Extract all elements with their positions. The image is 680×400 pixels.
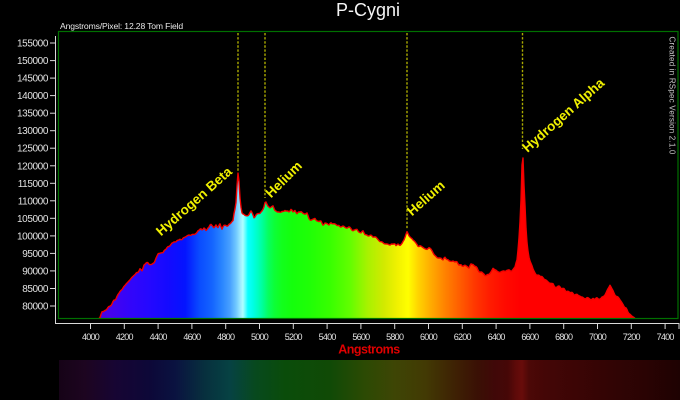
svg-text:4200: 4200 <box>116 332 134 342</box>
svg-text:7400: 7400 <box>657 332 675 342</box>
svg-text:120000: 120000 <box>17 161 49 172</box>
svg-text:5000: 5000 <box>251 332 269 342</box>
svg-text:80000: 80000 <box>22 302 49 313</box>
svg-text:5600: 5600 <box>352 332 370 342</box>
svg-text:125000: 125000 <box>17 144 49 155</box>
svg-text:6800: 6800 <box>555 332 573 342</box>
svg-text:6200: 6200 <box>454 332 472 342</box>
svg-text:95000: 95000 <box>22 249 49 260</box>
svg-text:4000: 4000 <box>82 332 100 342</box>
svg-text:4800: 4800 <box>217 332 235 342</box>
svg-text:90000: 90000 <box>22 266 49 277</box>
svg-text:6600: 6600 <box>521 332 539 342</box>
svg-text:5800: 5800 <box>386 332 404 342</box>
svg-text:140000: 140000 <box>17 91 49 102</box>
svg-text:P-Cygni: P-Cygni <box>336 0 400 20</box>
svg-text:115000: 115000 <box>18 179 49 190</box>
svg-text:85000: 85000 <box>22 284 49 295</box>
svg-text:4400: 4400 <box>150 332 168 342</box>
svg-text:5200: 5200 <box>285 332 303 342</box>
svg-text:Angstroms: Angstroms <box>338 343 400 357</box>
svg-text:5400: 5400 <box>319 332 337 342</box>
svg-text:130000: 130000 <box>17 126 49 137</box>
svg-text:6000: 6000 <box>420 332 438 342</box>
svg-text:155000: 155000 <box>17 39 49 50</box>
svg-text:7000: 7000 <box>589 332 607 342</box>
svg-text:Angstroms/Pixel: 12.28 Tom Fie: Angstroms/Pixel: 12.28 Tom Field <box>60 21 183 31</box>
svg-text:4600: 4600 <box>183 332 201 342</box>
svg-text:110000: 110000 <box>18 196 49 207</box>
svg-text:150000: 150000 <box>17 56 49 67</box>
svg-text:100000: 100000 <box>17 231 49 242</box>
svg-text:145000: 145000 <box>17 74 49 85</box>
svg-text:6400: 6400 <box>488 332 506 342</box>
svg-text:7200: 7200 <box>623 332 641 342</box>
svg-text:105000: 105000 <box>17 214 49 225</box>
svg-text:135000: 135000 <box>17 109 49 120</box>
svg-text:Created in RSpec Version 2.1.0: Created in RSpec Version 2.1.0 <box>668 37 677 155</box>
